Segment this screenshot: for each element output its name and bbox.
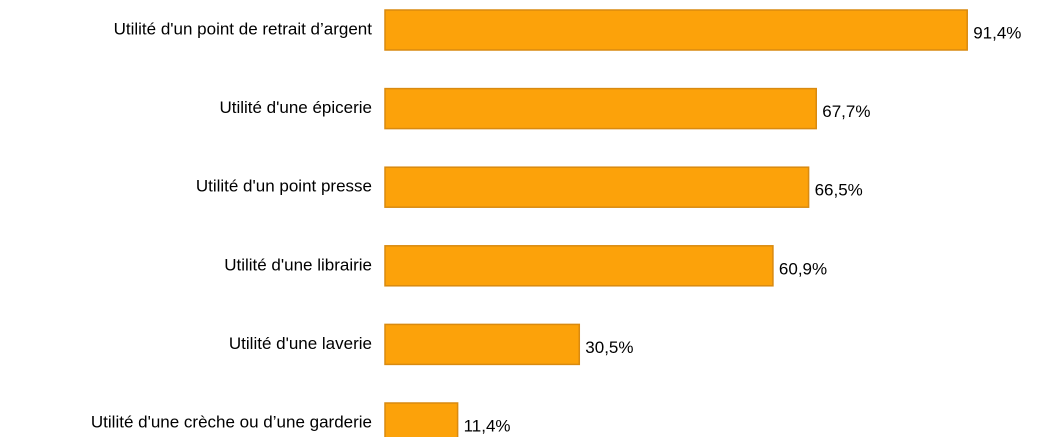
category-label: Utilité d'un point presse [196, 177, 372, 196]
bar [384, 9, 968, 51]
category-label: Utilité d'une crèche ou d’une garderie [91, 412, 372, 431]
value-label: 60,9% [779, 259, 827, 278]
bar [384, 323, 581, 366]
bar [384, 402, 459, 437]
category-label: Utilité d'un point de retrait d’argent [114, 19, 373, 38]
category-label: Utilité d'une librairie [224, 255, 372, 274]
bar [384, 245, 774, 287]
category-label: Utilité d'une laverie [229, 334, 372, 353]
value-label: 66,5% [815, 181, 863, 200]
bar [384, 166, 810, 208]
bar [384, 87, 817, 130]
category-label: Utilité d'une épicerie [219, 98, 372, 117]
value-label: 30,5% [585, 338, 633, 357]
value-label: 67,7% [822, 102, 870, 121]
value-label: 91,4% [973, 23, 1021, 42]
value-label: 11,4% [464, 416, 511, 435]
